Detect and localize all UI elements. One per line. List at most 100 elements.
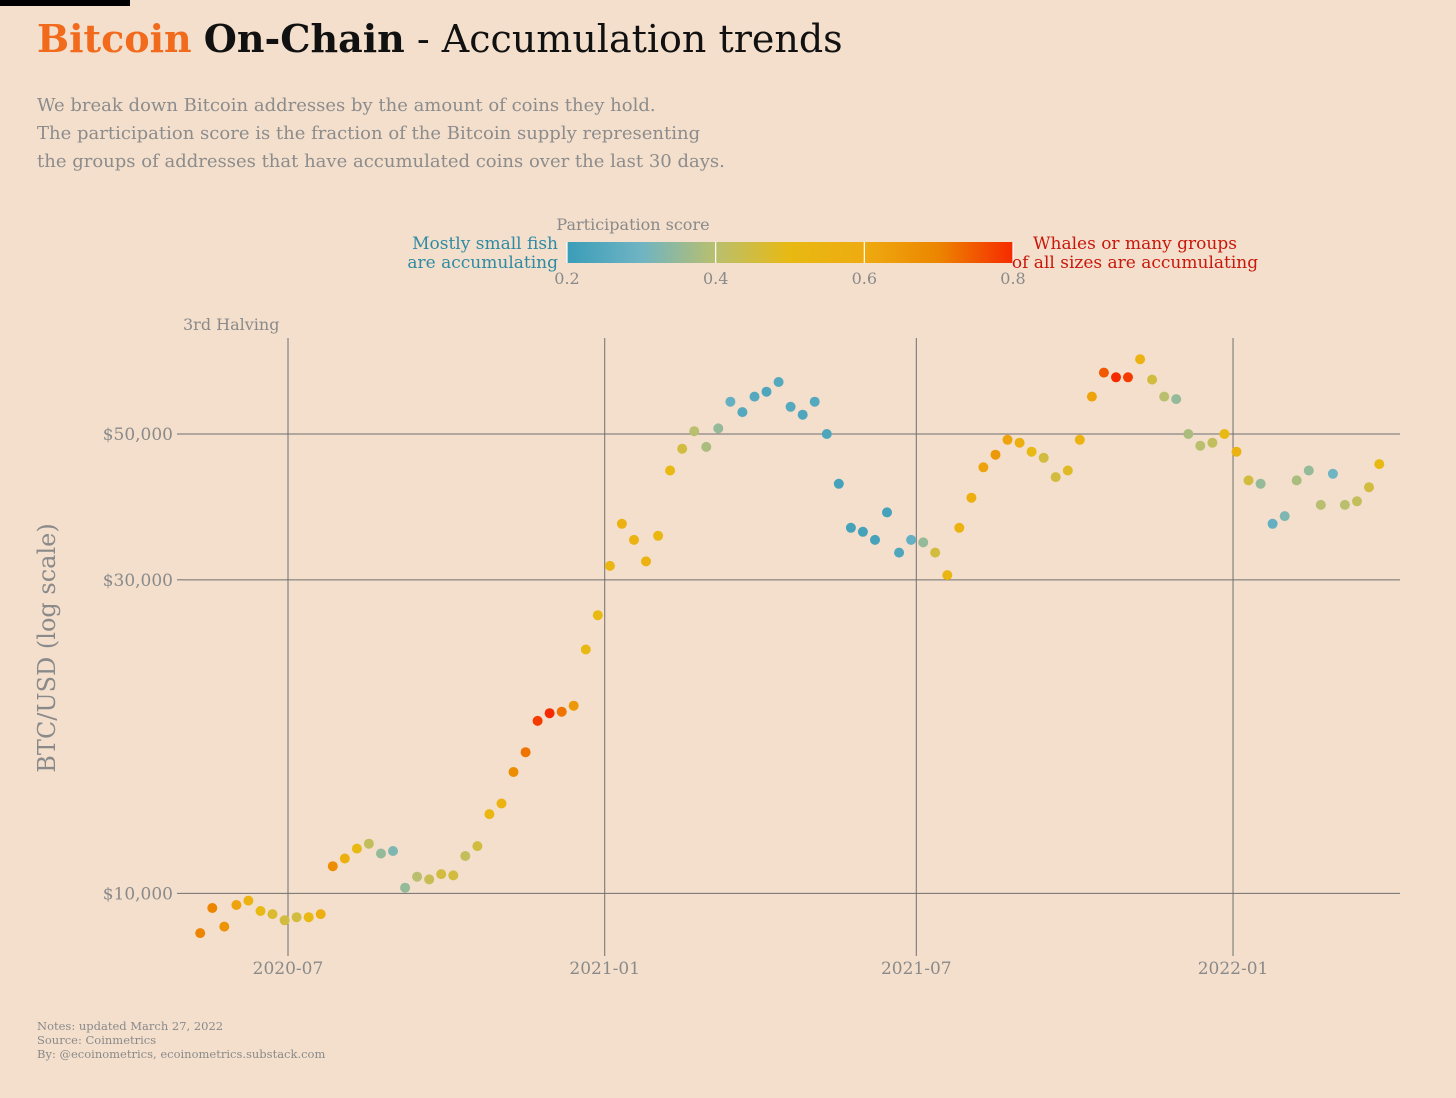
x-tick-label: 2020-07	[253, 959, 324, 979]
data-point	[412, 871, 423, 882]
data-point	[1183, 429, 1194, 439]
data-point	[737, 407, 748, 418]
data-point	[653, 530, 664, 541]
data-point	[1147, 374, 1158, 385]
footer-notes: Notes: updated March 27, 2022 Source: Co…	[37, 1019, 325, 1061]
data-point	[339, 853, 350, 864]
data-point	[616, 518, 627, 529]
data-point	[1303, 465, 1314, 476]
data-point	[870, 534, 880, 545]
data-point	[833, 478, 844, 489]
data-point	[496, 798, 507, 809]
data-point	[713, 423, 724, 434]
y-axis: $10,000 $30,000 $50,000	[103, 425, 183, 904]
subtitle-line: The participation score is the fraction …	[37, 123, 701, 144]
data-point	[978, 462, 989, 473]
data-point	[219, 921, 230, 932]
data-point	[761, 386, 772, 397]
data-point	[195, 928, 206, 939]
data-point	[604, 560, 615, 571]
data-point	[1352, 496, 1362, 507]
legend-left-label-line: Mostly small fish	[412, 234, 558, 254]
data-point	[641, 556, 651, 567]
data-point	[906, 534, 917, 545]
notes-line: Source: Coinmetrics	[37, 1033, 157, 1047]
x-tick-label: 2021-07	[881, 959, 952, 979]
data-point	[1364, 482, 1374, 493]
data-point	[532, 715, 543, 726]
legend-gradient-bar	[567, 242, 1013, 263]
data-point	[1123, 372, 1133, 383]
data-point	[568, 700, 579, 711]
data-point	[918, 537, 929, 548]
data-point	[1207, 437, 1218, 448]
data-point	[1014, 437, 1025, 448]
data-point	[930, 547, 941, 558]
data-point	[1195, 440, 1206, 451]
x-axis: 2020-07 2021-01 2021-07 2022-01	[253, 950, 1268, 979]
data-point	[363, 838, 374, 849]
data-point	[966, 492, 977, 503]
data-point	[243, 895, 254, 906]
data-point	[797, 409, 808, 420]
data-point	[1050, 472, 1061, 483]
data-point	[1074, 434, 1085, 445]
subtitle-line: We break down Bitcoin addresses by the a…	[37, 95, 656, 116]
data-point	[689, 426, 700, 437]
data-point	[954, 522, 965, 533]
data-point	[809, 396, 820, 407]
data-point	[894, 547, 905, 558]
data-point	[351, 843, 362, 854]
data-point	[556, 706, 567, 717]
data-point	[255, 906, 266, 916]
data-point	[725, 396, 736, 407]
data-point	[1291, 475, 1302, 486]
data-point	[1219, 429, 1230, 439]
title-brand: Bitcoin	[37, 16, 192, 61]
data-point	[436, 869, 447, 880]
notes-line: By: @ecoinometrics, ecoinometrics.substa…	[37, 1047, 326, 1061]
data-point	[1279, 511, 1290, 522]
data-point	[1327, 468, 1338, 479]
data-point	[882, 507, 892, 518]
data-point	[472, 841, 483, 852]
data-point	[1267, 518, 1278, 529]
data-point	[508, 767, 519, 777]
data-point	[207, 903, 218, 913]
data-point	[677, 443, 688, 454]
data-point	[400, 882, 411, 893]
title-brand-secondary: On-Chain	[203, 16, 405, 61]
legend-tick-label: 0.8	[1000, 269, 1025, 288]
subtitle-line: the groups of addresses that have accumu…	[37, 151, 725, 172]
x-tick-label: 2021-01	[569, 959, 640, 979]
page-title: Bitcoin On-Chain - Accumulation trends	[37, 16, 843, 61]
data-point	[1231, 446, 1242, 457]
data-point	[665, 465, 676, 476]
data-point	[1374, 459, 1385, 470]
subtitle: We break down Bitcoin addresses by the a…	[37, 92, 797, 176]
data-point	[1026, 446, 1037, 457]
data-point	[484, 809, 495, 820]
y-tick-label: $30,000	[103, 571, 173, 591]
chart-grid	[183, 338, 1400, 950]
legend-ticks: 0.2 0.4 0.6 0.8	[554, 242, 1026, 288]
data-point	[1002, 434, 1013, 445]
data-point	[1086, 391, 1097, 402]
data-point	[231, 900, 242, 910]
data-point	[942, 570, 953, 581]
data-points	[195, 354, 1385, 939]
data-point	[1062, 465, 1073, 476]
color-legend: Participation score 0.2 0.4 0.6 0.8 Mostly …	[407, 215, 1258, 288]
data-point	[267, 909, 278, 920]
data-point	[315, 909, 326, 920]
data-point	[857, 526, 868, 537]
data-point	[773, 377, 784, 387]
data-point	[544, 708, 555, 719]
data-point	[279, 915, 290, 926]
data-point	[1111, 372, 1121, 383]
data-point	[592, 610, 603, 621]
data-point	[701, 441, 712, 452]
legend-tick-label: 0.6	[852, 269, 877, 288]
data-point	[291, 912, 302, 923]
data-point	[629, 534, 639, 545]
